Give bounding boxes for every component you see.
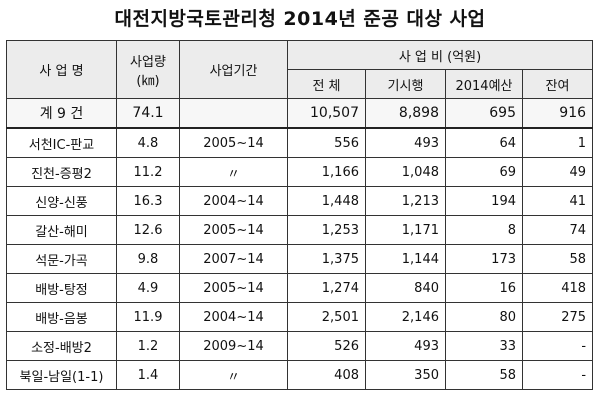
row-budget: 33 [445, 331, 523, 361]
header-total: 전 체 [287, 69, 366, 99]
row-name: 배방-탕정 [6, 273, 117, 303]
total-remaining: 916 [521, 98, 594, 129]
row-remaining: 418 [521, 273, 594, 303]
table-row: 석문-가곡 9.8 2007~14 1,375 1,144 173 58 [6, 244, 594, 274]
table-row: 진천-증평2 11.2 〃 1,166 1,048 69 49 [6, 157, 594, 187]
row-budget: 8 [445, 215, 523, 245]
row-spent: 1,171 [365, 215, 446, 245]
row-total: 526 [287, 331, 366, 361]
row-total: 1,375 [287, 244, 366, 274]
header-project-name: 사 업 명 [6, 40, 117, 99]
total-period [179, 98, 288, 129]
header-period: 사업기간 [179, 40, 288, 99]
row-remaining: 275 [521, 302, 594, 332]
row-period: 2007~14 [179, 244, 288, 274]
row-total: 1,166 [287, 157, 366, 187]
row-budget: 173 [445, 244, 523, 274]
row-period: 2005~14 [179, 127, 288, 158]
row-name: 갈산-해미 [6, 215, 117, 245]
row-name: 북일-남일(1-1) [6, 360, 117, 390]
row-length: 11.9 [116, 302, 180, 332]
total-name: 계 9 건 [6, 98, 117, 129]
row-spent: 1,048 [365, 157, 446, 187]
header-row-sub: 전 체 기시행 2014예산 잔여 [7, 69, 594, 99]
total-row: 계 9 건 74.1 10,507 8,898 695 916 [6, 98, 594, 129]
row-remaining: 1 [521, 127, 594, 158]
table-row: 소정-배방2 1.2 2009~14 526 493 33 - [6, 331, 594, 361]
table-row: 서천IC-판교 4.8 2005~14 556 493 64 1 [6, 127, 594, 158]
header-length-label: 사업량 [130, 54, 166, 70]
project-table: 사 업 명 사업량 (㎞) 사업기간 사 업 비 (억원) 전 체 기시행 20… [6, 40, 594, 390]
row-total: 556 [287, 127, 366, 158]
row-period: 2004~14 [179, 186, 288, 216]
total-budget: 695 [445, 98, 523, 129]
row-name: 신양-신풍 [6, 186, 117, 216]
row-name: 석문-가곡 [6, 244, 117, 274]
row-length: 9.8 [116, 244, 180, 274]
row-length: 11.2 [116, 157, 180, 187]
table-row: 북일-남일(1-1) 1.4 〃 408 350 58 - [6, 360, 594, 390]
row-length: 4.9 [116, 273, 180, 303]
row-remaining: 58 [521, 244, 594, 274]
row-length: 1.4 [116, 360, 180, 390]
row-total: 408 [287, 360, 366, 390]
total-cost: 10,507 [287, 98, 366, 129]
header-cost-group: 사 업 비 (억원) [286, 40, 594, 70]
row-budget: 16 [445, 273, 523, 303]
document-title: 대전지방국토관리청 2014년 준공 대상 사업 [114, 8, 486, 30]
row-name: 서천IC-판교 [6, 127, 117, 158]
table-row: 배방-탕정 4.9 2005~14 1,274 840 16 418 [6, 273, 594, 303]
header-length-unit: (㎞) [136, 73, 160, 89]
row-budget: 194 [445, 186, 523, 216]
header-spent: 기시행 [365, 69, 446, 99]
header-length: 사업량 (㎞) [116, 40, 180, 99]
row-total: 2,501 [287, 302, 366, 332]
row-length: 12.6 [116, 215, 180, 245]
row-period: 2004~14 [179, 302, 288, 332]
row-length: 4.8 [116, 127, 180, 158]
header-row-top: 사 업 명 사업량 (㎞) 사업기간 사 업 비 (억원) [6, 40, 594, 99]
row-remaining: - [521, 360, 594, 390]
row-name: 진천-증평2 [6, 157, 117, 187]
row-name: 배방-음봉 [6, 302, 117, 332]
row-spent: 493 [365, 127, 446, 158]
row-spent: 2,146 [365, 302, 446, 332]
row-budget: 80 [445, 302, 523, 332]
row-budget: 69 [445, 157, 523, 187]
row-remaining: - [521, 331, 594, 361]
row-name: 소정-배방2 [6, 331, 117, 361]
row-spent: 493 [365, 331, 446, 361]
row-total: 1,253 [287, 215, 366, 245]
row-spent: 350 [365, 360, 446, 390]
row-period: 〃 [179, 157, 288, 187]
table-row: 배방-음봉 11.9 2004~14 2,501 2,146 80 275 [6, 302, 594, 332]
total-spent: 8,898 [365, 98, 446, 129]
row-remaining: 49 [521, 157, 594, 187]
table-row: 갈산-해미 12.6 2005~14 1,253 1,171 8 74 [6, 215, 594, 245]
row-spent: 1,144 [365, 244, 446, 274]
row-length: 1.2 [116, 331, 180, 361]
row-spent: 1,213 [365, 186, 446, 216]
row-period: 2009~14 [179, 331, 288, 361]
row-total: 1,274 [287, 273, 366, 303]
row-period: 〃 [179, 360, 288, 390]
row-period: 2005~14 [179, 273, 288, 303]
row-spent: 840 [365, 273, 446, 303]
header-remaining: 잔여 [521, 69, 594, 99]
row-length: 16.3 [116, 186, 180, 216]
total-length: 74.1 [116, 98, 180, 129]
table-row: 신양-신풍 16.3 2004~14 1,448 1,213 194 41 [6, 186, 594, 216]
row-total: 1,448 [287, 186, 366, 216]
header-budget: 2014예산 [445, 69, 523, 99]
row-remaining: 74 [521, 215, 594, 245]
row-remaining: 41 [521, 186, 594, 216]
row-budget: 58 [445, 360, 523, 390]
row-budget: 64 [445, 127, 523, 158]
row-period: 2005~14 [179, 215, 288, 245]
